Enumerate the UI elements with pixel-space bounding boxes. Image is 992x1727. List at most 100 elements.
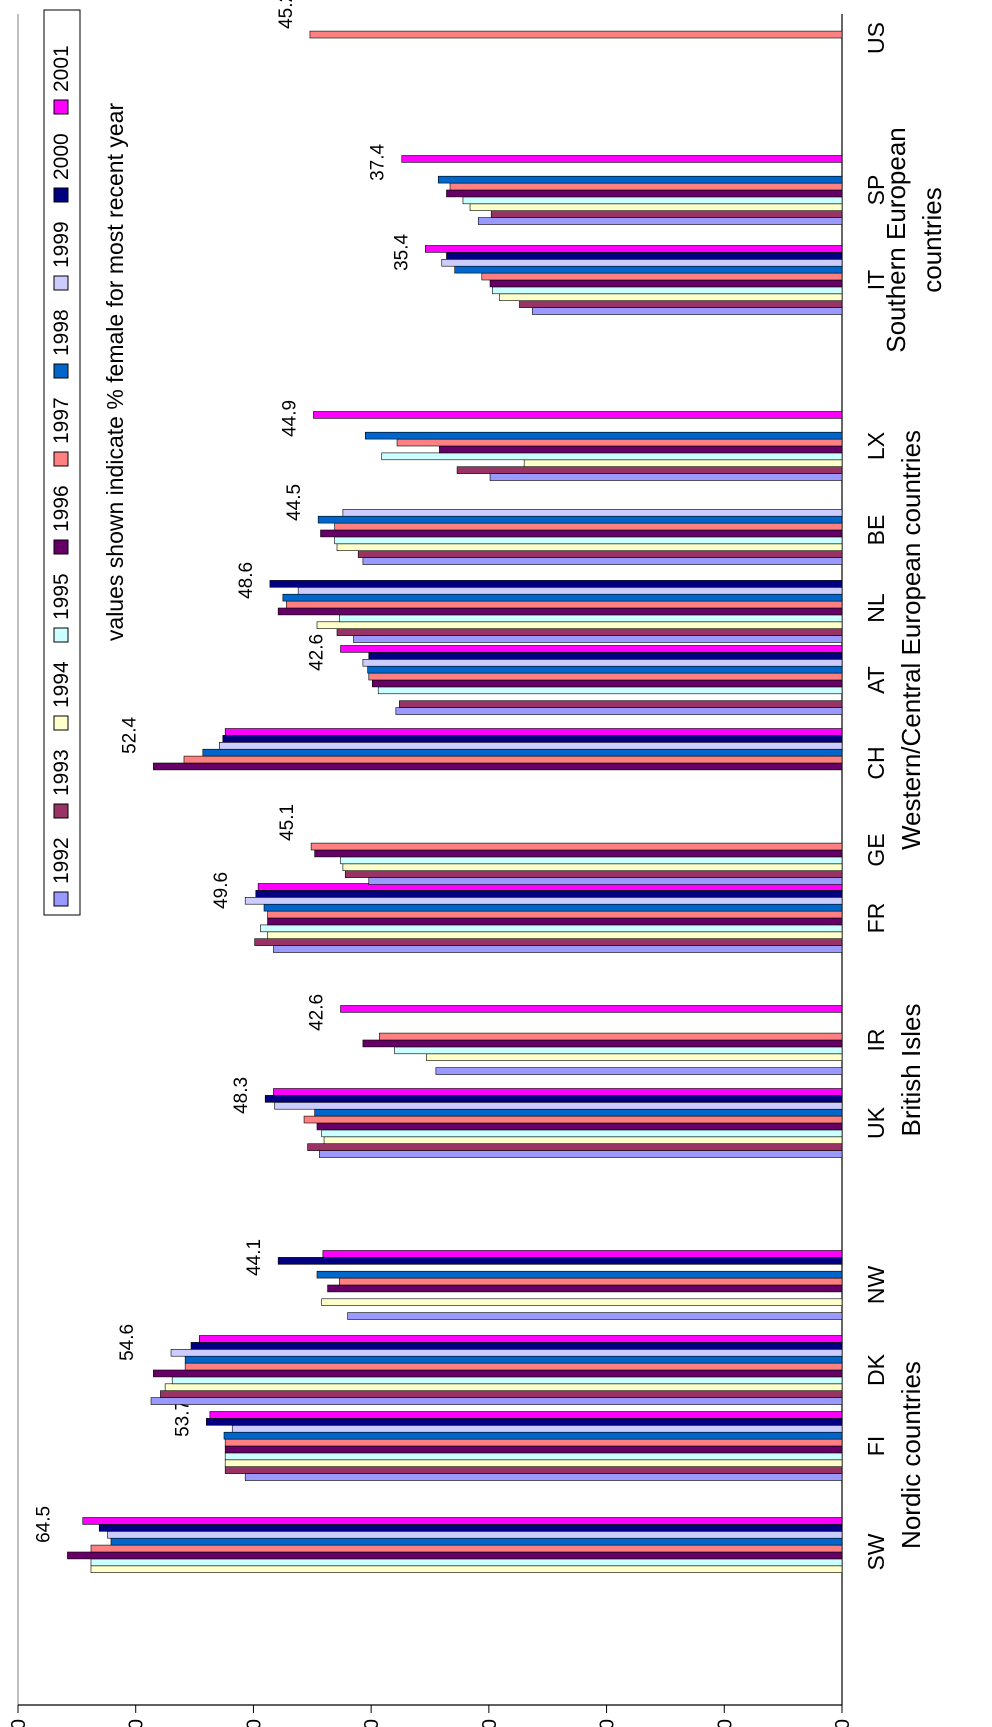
bar-AT-1996 bbox=[372, 679, 843, 688]
legend-swatch bbox=[53, 627, 69, 643]
bar-GE-1996 bbox=[314, 849, 843, 858]
bar-IR-1995 bbox=[394, 1046, 843, 1055]
legend-label: 1997 bbox=[50, 397, 73, 444]
bar-NL-2000 bbox=[269, 580, 843, 588]
data-label: 42.6 bbox=[307, 994, 328, 1031]
data-label: 42.6 bbox=[307, 634, 328, 671]
bar-NW-2000 bbox=[277, 1257, 843, 1265]
data-label: 45.1 bbox=[277, 804, 298, 841]
legend-swatch bbox=[53, 803, 69, 819]
data-label: 54.6 bbox=[117, 1324, 138, 1361]
bar-LX-1993 bbox=[456, 466, 843, 474]
bar-UK-2000 bbox=[264, 1095, 843, 1103]
value-tick-label: 70 bbox=[8, 1719, 30, 1727]
bar-GE-1995 bbox=[340, 856, 843, 865]
bar-CH-2001 bbox=[224, 728, 843, 736]
bar-SW-1997 bbox=[90, 1544, 843, 1553]
bar-SW-1994 bbox=[90, 1565, 843, 1574]
value-tick-label: 60 bbox=[126, 1719, 148, 1727]
bar-AT-1997 bbox=[368, 672, 843, 681]
category-tick-label: LX bbox=[863, 432, 889, 460]
category-tick-label: IR bbox=[863, 1029, 889, 1052]
bar-IT-1994 bbox=[499, 293, 843, 301]
data-label: 53.7 bbox=[172, 1400, 193, 1437]
category-tick-label: GE bbox=[863, 833, 889, 866]
bar-AT-1999 bbox=[362, 658, 843, 667]
bar-BE-1997 bbox=[334, 522, 843, 531]
group-label: British Isles bbox=[896, 1004, 926, 1137]
bar-SW-1996 bbox=[67, 1551, 843, 1560]
bar-FI-1999 bbox=[231, 1425, 843, 1433]
category-tick-label: IT bbox=[863, 270, 889, 290]
bar-IR-1997 bbox=[379, 1032, 843, 1041]
bar-LX-1992 bbox=[489, 473, 843, 481]
bar-LX-1994 bbox=[523, 459, 843, 467]
bar-IR-2001 bbox=[340, 1005, 843, 1013]
bar-UK-2001 bbox=[273, 1088, 843, 1096]
bar-UK-1993 bbox=[307, 1143, 843, 1151]
legend-swatch bbox=[53, 715, 69, 731]
bar-DK-1998 bbox=[184, 1355, 843, 1364]
bar-DK-1996 bbox=[153, 1369, 843, 1378]
bar-CH-1999 bbox=[218, 741, 843, 750]
bar-NL-1997 bbox=[286, 600, 843, 609]
bar-FI-1998 bbox=[223, 1431, 843, 1440]
data-label: 44.9 bbox=[279, 400, 300, 437]
bar-IR-1996 bbox=[362, 1039, 843, 1048]
bar-IT-1995 bbox=[492, 286, 843, 295]
bar-IT-1999 bbox=[441, 258, 843, 267]
bar-AT-1995 bbox=[377, 686, 843, 695]
bar-FR-1992 bbox=[273, 945, 843, 953]
legend-label: 1994 bbox=[50, 661, 73, 708]
bar-IT-1997 bbox=[481, 272, 843, 281]
bar-IT-2001 bbox=[424, 245, 843, 253]
bar-UK-1995 bbox=[321, 1129, 843, 1138]
group-label: countries bbox=[917, 187, 947, 293]
bar-NL-1996 bbox=[277, 607, 843, 616]
bar-NW-2001 bbox=[322, 1250, 843, 1258]
data-label: 52.4 bbox=[119, 716, 140, 753]
value-tick-label: 20 bbox=[597, 1719, 619, 1727]
bar-IT-2000 bbox=[446, 252, 843, 260]
bar-FR-1993 bbox=[254, 938, 843, 946]
category-tick-label: FR bbox=[863, 903, 889, 934]
legend-label: 1998 bbox=[50, 309, 73, 356]
bar-NL-1992 bbox=[353, 635, 843, 643]
legend-swatch bbox=[53, 363, 69, 379]
bar-NL-1994 bbox=[316, 621, 843, 629]
bar-NW-1997 bbox=[339, 1277, 843, 1286]
bar-UK-1994 bbox=[323, 1136, 843, 1145]
bar-AT-1993 bbox=[399, 700, 843, 708]
category-tick-label: DK bbox=[863, 1353, 889, 1386]
bar-BE-1992 bbox=[362, 557, 843, 565]
bar-SP-1995 bbox=[462, 196, 843, 205]
category-tick-label: AT bbox=[863, 666, 889, 694]
bar-FR-1994 bbox=[267, 931, 843, 939]
bar-NL-1998 bbox=[282, 593, 843, 602]
category-tick-label: US bbox=[863, 22, 889, 54]
bar-UK-1997 bbox=[303, 1115, 843, 1124]
legend-swatch bbox=[53, 99, 69, 115]
bar-SP-2001 bbox=[401, 155, 843, 163]
bar-FR-1996 bbox=[267, 917, 843, 926]
bar-FR-1998 bbox=[263, 903, 843, 912]
bar-FR-1997 bbox=[267, 910, 843, 919]
bar-BE-1996 bbox=[320, 529, 843, 538]
bar-DK-1997 bbox=[184, 1362, 843, 1371]
bar-BE-1999 bbox=[342, 508, 843, 517]
legend-swatch bbox=[53, 539, 69, 555]
data-label: 49.6 bbox=[211, 872, 232, 909]
bar-SW-2001 bbox=[82, 1517, 843, 1525]
bar-LX-2001 bbox=[313, 411, 843, 419]
bar-BE-1994 bbox=[336, 543, 843, 551]
category-tick-label: NL bbox=[863, 593, 889, 623]
legend-label: 1996 bbox=[50, 485, 73, 532]
bar-LX-1996 bbox=[439, 445, 843, 454]
bar-NW-1996 bbox=[327, 1284, 843, 1293]
bar-AT-1992 bbox=[395, 707, 843, 715]
bar-GE-1992 bbox=[368, 877, 843, 885]
data-label: 64.5 bbox=[33, 1506, 54, 1543]
bar-IT-1998 bbox=[454, 265, 843, 274]
bar-AT-2000 bbox=[368, 652, 843, 660]
